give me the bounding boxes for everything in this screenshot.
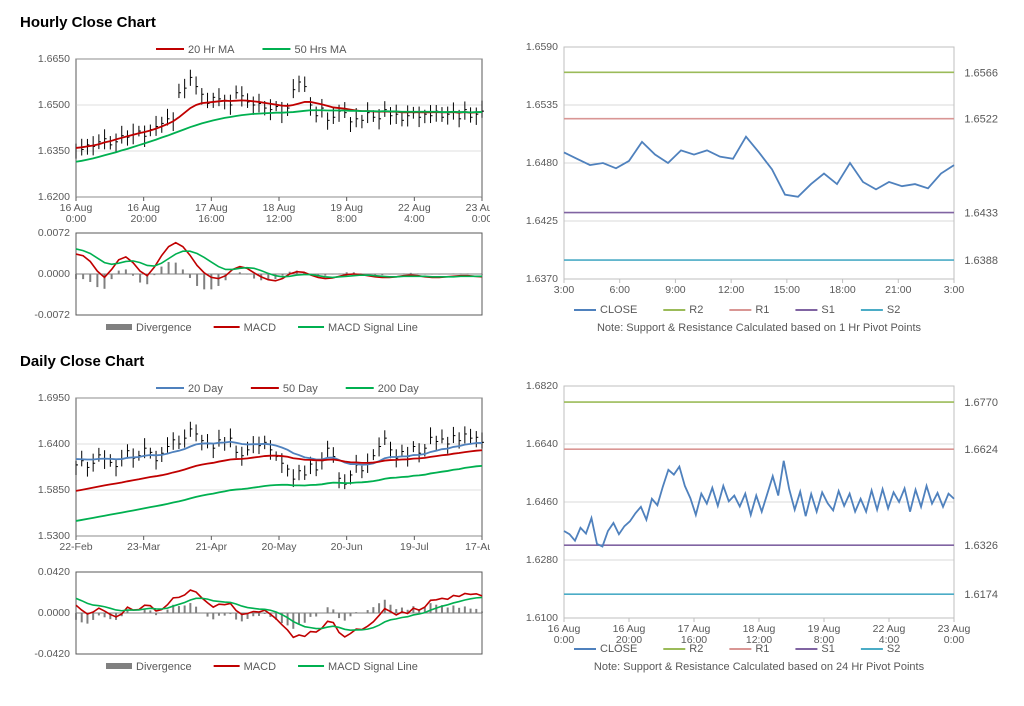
svg-text:-0.0072: -0.0072 — [34, 309, 70, 321]
svg-text:22-Feb: 22-Feb — [59, 541, 92, 553]
svg-text:R2: R2 — [689, 643, 703, 655]
svg-text:1.5850: 1.5850 — [38, 484, 70, 496]
svg-text:21:00: 21:00 — [885, 284, 911, 296]
svg-text:1.6425: 1.6425 — [526, 215, 558, 227]
svg-text:1.6500: 1.6500 — [38, 99, 70, 111]
svg-text:MACD Signal Line: MACD Signal Line — [328, 661, 418, 673]
svg-text:CLOSE: CLOSE — [600, 304, 637, 316]
svg-text:1.6400: 1.6400 — [38, 438, 70, 450]
daily-right: 1.61001.62801.64601.66401.68201.67701.66… — [514, 376, 1004, 676]
svg-text:21-Apr: 21-Apr — [196, 541, 228, 553]
svg-text:20-Jun: 20-Jun — [331, 541, 363, 553]
svg-text:50 Day: 50 Day — [283, 383, 318, 395]
svg-text:23-Mar: 23-Mar — [127, 541, 161, 553]
hourly-row: 20 Hr MA50 Hrs MA1.62001.63501.65001.665… — [20, 37, 1004, 337]
svg-text:1.6535: 1.6535 — [526, 99, 558, 111]
svg-text:6:00: 6:00 — [609, 284, 630, 296]
svg-text:1.6326: 1.6326 — [964, 540, 998, 552]
svg-text:MACD: MACD — [244, 322, 276, 334]
svg-text:Divergence: Divergence — [136, 661, 192, 673]
hourly-sr-chart: 1.63701.64251.64801.65351.65901.65661.65… — [514, 37, 1004, 337]
svg-text:1.6640: 1.6640 — [526, 438, 558, 450]
svg-text:0:00: 0:00 — [472, 213, 490, 225]
svg-text:12:00: 12:00 — [718, 284, 744, 296]
svg-text:20 Day: 20 Day — [188, 383, 223, 395]
svg-text:20 Hr MA: 20 Hr MA — [188, 44, 235, 56]
svg-text:1.6522: 1.6522 — [964, 114, 998, 126]
hourly-price-chart: 20 Hr MA50 Hrs MA1.62001.63501.65001.665… — [20, 37, 490, 227]
svg-text:1.6820: 1.6820 — [526, 380, 558, 392]
svg-text:1.6350: 1.6350 — [38, 145, 70, 157]
svg-text:S2: S2 — [887, 304, 900, 316]
svg-text:20:00: 20:00 — [131, 213, 157, 225]
svg-text:0.0000: 0.0000 — [38, 268, 70, 280]
svg-text:R1: R1 — [755, 304, 769, 316]
svg-text:12:00: 12:00 — [266, 213, 292, 225]
daily-row: 20 Day50 Day200 Day1.53001.58501.64001.6… — [20, 376, 1004, 676]
svg-text:8:00: 8:00 — [336, 213, 357, 225]
svg-text:0.0072: 0.0072 — [38, 227, 70, 239]
svg-text:S1: S1 — [821, 304, 834, 316]
svg-text:0:00: 0:00 — [554, 634, 575, 646]
svg-text:1.6280: 1.6280 — [526, 554, 558, 566]
svg-text:50 Hrs MA: 50 Hrs MA — [294, 44, 347, 56]
daily-macd-chart: -0.0420 0.0000 0.0420 Divergence MACD MACD Si… — [20, 566, 490, 676]
svg-text:MACD Signal Line: MACD Signal Line — [328, 322, 418, 334]
svg-text:1.6770: 1.6770 — [964, 397, 998, 409]
svg-text:200 Day: 200 Day — [378, 383, 419, 395]
svg-text:0.0420: 0.0420 — [38, 566, 70, 578]
svg-text:3:00: 3:00 — [944, 284, 965, 296]
hourly-macd-chart: -0.0072 0.0000 0.0072 Divergence MACD MACD Si… — [20, 227, 490, 337]
svg-text:R2: R2 — [689, 304, 703, 316]
svg-text:1.6480: 1.6480 — [526, 157, 558, 169]
daily-left: 20 Day50 Day200 Day1.53001.58501.64001.6… — [20, 376, 490, 676]
svg-text:18:00: 18:00 — [829, 284, 855, 296]
svg-text:Note: Support & Resistance Cal: Note: Support & Resistance Calculated ba… — [594, 661, 925, 673]
hourly-right: 1.63701.64251.64801.65351.65901.65661.65… — [514, 37, 1004, 337]
svg-text:1.6590: 1.6590 — [526, 41, 558, 53]
svg-text:15:00: 15:00 — [774, 284, 800, 296]
svg-text:9:00: 9:00 — [665, 284, 686, 296]
svg-text:CLOSE: CLOSE — [600, 643, 637, 655]
svg-text:16:00: 16:00 — [198, 213, 224, 225]
svg-text:1.6624: 1.6624 — [964, 444, 998, 456]
svg-text:S2: S2 — [887, 643, 900, 655]
svg-text:19-Jul: 19-Jul — [400, 541, 429, 553]
daily-sr-chart: 1.61001.62801.64601.66401.68201.67701.66… — [514, 376, 1004, 676]
hourly-title: Hourly Close Chart — [20, 14, 1004, 31]
svg-text:20-May: 20-May — [261, 541, 297, 553]
svg-text:1.6433: 1.6433 — [964, 208, 998, 220]
daily-title: Daily Close Chart — [20, 353, 1004, 370]
svg-text:1.6650: 1.6650 — [38, 53, 70, 65]
svg-text:4:00: 4:00 — [404, 213, 425, 225]
hourly-left: 20 Hr MA50 Hrs MA1.62001.63501.65001.665… — [20, 37, 490, 337]
svg-text:0:00: 0:00 — [944, 634, 965, 646]
svg-text:1.6566: 1.6566 — [964, 67, 998, 79]
svg-text:1.6388: 1.6388 — [964, 255, 998, 267]
svg-text:1.6174: 1.6174 — [964, 589, 998, 601]
svg-text:R1: R1 — [755, 643, 769, 655]
svg-text:3:00: 3:00 — [554, 284, 575, 296]
svg-text:MACD: MACD — [244, 661, 276, 673]
svg-text:S1: S1 — [821, 643, 834, 655]
svg-text:0.0000: 0.0000 — [38, 607, 70, 619]
daily-price-chart: 20 Day50 Day200 Day1.53001.58501.64001.6… — [20, 376, 490, 566]
svg-text:0:00: 0:00 — [66, 213, 87, 225]
svg-text:1.6460: 1.6460 — [526, 496, 558, 508]
svg-text:Divergence: Divergence — [136, 322, 192, 334]
svg-text:Note: Support & Resistance Cal: Note: Support & Resistance Calculated ba… — [597, 322, 922, 334]
svg-text:-0.0420: -0.0420 — [34, 648, 70, 660]
svg-text:1.6950: 1.6950 — [38, 392, 70, 404]
svg-text:17-Aug: 17-Aug — [465, 541, 490, 553]
